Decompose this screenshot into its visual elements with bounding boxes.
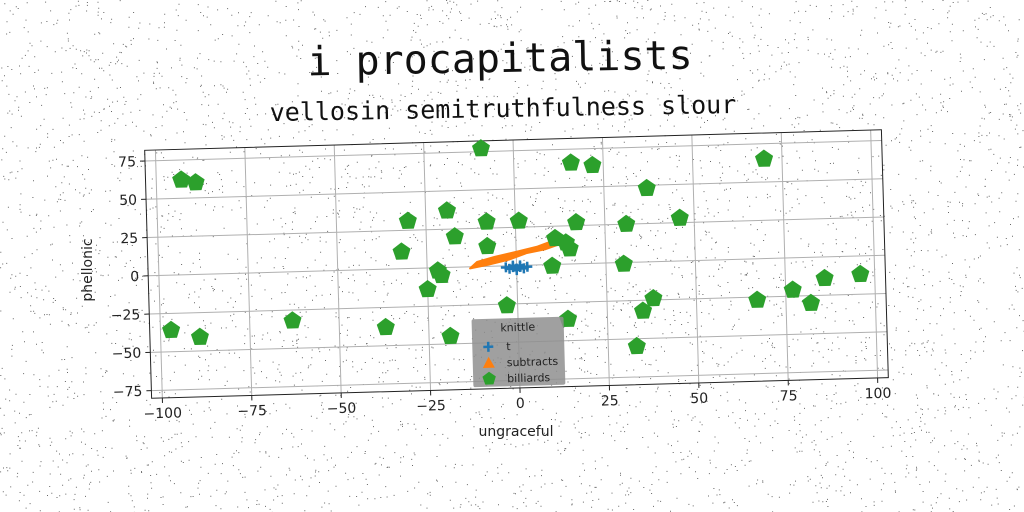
billiards-point bbox=[477, 212, 496, 230]
y-axis-label: phellonic bbox=[80, 238, 96, 301]
y-tick-label: −50 bbox=[112, 346, 142, 363]
x-gridline bbox=[333, 145, 342, 393]
billiards-point bbox=[617, 214, 636, 232]
billiards-point bbox=[560, 239, 579, 257]
billiards-point bbox=[445, 227, 464, 245]
x-gridline bbox=[601, 137, 610, 386]
legend-title: knittle bbox=[500, 320, 535, 334]
billiards-point bbox=[670, 208, 689, 226]
y-gridline bbox=[144, 139, 882, 162]
legend-marker-billiards bbox=[482, 371, 496, 385]
chart-subtitle: vellosin semitruthfulness slour bbox=[269, 90, 736, 127]
legend-label-billiards: billiards bbox=[507, 371, 551, 385]
x-gridline bbox=[423, 142, 432, 391]
billiards-point bbox=[478, 236, 497, 255]
billiards-point bbox=[801, 293, 821, 312]
plot-area: −100 −75 −50 −25 0 25 50 75 1007550250−25−50−75k… bbox=[111, 129, 892, 422]
plot-transform: −100 −75 −50 −25 0 25 50 75 1007550250−25−50−75k… bbox=[111, 129, 892, 422]
billiards-point bbox=[644, 288, 663, 307]
billiards-point bbox=[190, 327, 209, 346]
billiards-point bbox=[754, 149, 774, 167]
billiards-point bbox=[172, 170, 191, 188]
x-tick-label: −50 bbox=[327, 401, 357, 418]
y-tick-label: 25 bbox=[120, 231, 138, 247]
x-tick-label: 100 bbox=[864, 386, 891, 403]
billiards-point bbox=[637, 178, 656, 197]
y-tick-label: 50 bbox=[119, 193, 137, 209]
x-tick-label: 75 bbox=[779, 388, 797, 404]
x-tick-label: 50 bbox=[690, 391, 708, 407]
billiards-point bbox=[614, 254, 633, 272]
x-tick-label: −25 bbox=[416, 398, 446, 415]
y-tick-label: −75 bbox=[113, 384, 143, 401]
billiards-point bbox=[432, 265, 451, 284]
billiards-point bbox=[567, 213, 586, 231]
billiards-point bbox=[748, 290, 767, 308]
plot-frame bbox=[144, 129, 889, 399]
billiards-point bbox=[162, 320, 181, 339]
billiards-point bbox=[627, 336, 646, 355]
billiards-point bbox=[441, 326, 460, 345]
billiards-point bbox=[418, 279, 437, 298]
billiards-point bbox=[815, 268, 834, 287]
x-tick-label: 0 bbox=[516, 396, 525, 412]
x-tick-label: −100 bbox=[143, 405, 182, 422]
x-gridline bbox=[780, 132, 789, 381]
t-point bbox=[511, 265, 522, 276]
billiards-point bbox=[471, 139, 490, 157]
billiards-point bbox=[398, 211, 417, 229]
x-gridline bbox=[154, 150, 163, 398]
x-gridline bbox=[870, 130, 879, 378]
x-tick-label: −75 bbox=[237, 403, 267, 420]
legend-box bbox=[471, 316, 566, 388]
billiards-point bbox=[851, 264, 870, 283]
legend-label-subtracts: subtracts bbox=[507, 355, 559, 369]
billiards-point bbox=[392, 242, 411, 260]
billiards-point bbox=[497, 296, 516, 314]
x-tick-label: 25 bbox=[601, 393, 619, 409]
billiards-point bbox=[543, 256, 562, 274]
y-tick-label: 0 bbox=[130, 269, 139, 285]
t-point bbox=[522, 261, 533, 272]
legend-label-t: t bbox=[506, 340, 511, 353]
billiards-point bbox=[583, 155, 602, 174]
billiards-point bbox=[561, 153, 580, 171]
x-gridline bbox=[691, 135, 700, 383]
billiards-point bbox=[376, 317, 395, 336]
legend: knittle t subtracts billiards bbox=[471, 316, 566, 388]
legend-marker-t bbox=[483, 341, 494, 352]
billiards-point bbox=[633, 301, 653, 319]
x-axis-label: ungraceful bbox=[479, 424, 554, 440]
billiards-point bbox=[437, 201, 457, 219]
billiards-point bbox=[509, 211, 528, 229]
billiards-point bbox=[186, 173, 205, 191]
billiards-point bbox=[783, 280, 802, 298]
billiards-point bbox=[283, 311, 302, 329]
y-gridline bbox=[146, 178, 883, 200]
x-gridline bbox=[244, 147, 253, 396]
chart-title: i procapitalists bbox=[307, 33, 693, 86]
y-tick-label: 75 bbox=[118, 154, 136, 170]
legend-marker-subtracts bbox=[482, 356, 495, 368]
y-tick-label: −25 bbox=[111, 307, 141, 324]
